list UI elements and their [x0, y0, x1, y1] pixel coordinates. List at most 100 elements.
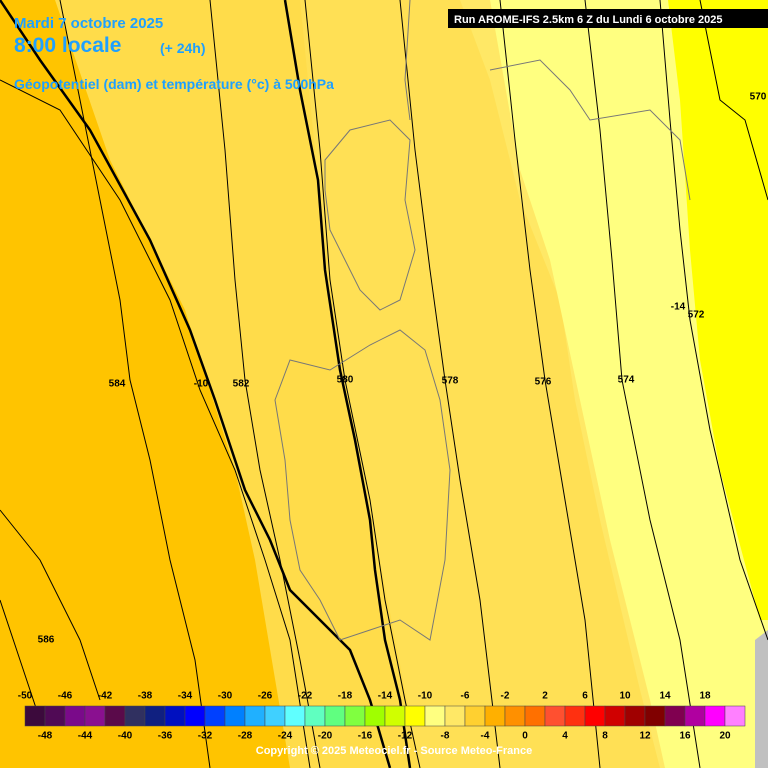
legend-label: -22 [298, 691, 313, 702]
legend-swatch [184, 705, 206, 727]
isoline [0, 79, 311, 769]
isotherm-bold [283, 0, 412, 769]
legend-label: -36 [158, 731, 173, 742]
isoline [304, 0, 421, 769]
legend-swatch [84, 705, 106, 727]
legend-label: -16 [358, 731, 373, 742]
legend-label: 0 [522, 731, 528, 742]
isoline [59, 0, 211, 769]
legend-label: -50 [18, 691, 33, 702]
legend-label: -18 [338, 691, 353, 702]
legend-swatch [464, 705, 486, 727]
legend-label: -32 [198, 731, 213, 742]
legend-label: -10 [418, 691, 433, 702]
legend-label: -30 [218, 691, 233, 702]
isoline [699, 0, 768, 201]
legend-swatch [724, 705, 746, 727]
legend-swatch [244, 705, 266, 727]
legend-label: 2 [542, 691, 548, 702]
isoline [0, 509, 101, 701]
legend-swatch [684, 705, 706, 727]
legend-swatch [44, 705, 66, 727]
legend-swatch [544, 705, 566, 727]
isoline [209, 0, 321, 769]
no-data [755, 630, 768, 768]
contour-label: 580 [337, 375, 354, 386]
legend-label: -12 [398, 731, 413, 742]
contour-label: 586 [38, 635, 55, 646]
contour-label: 570 [750, 92, 767, 103]
legend-swatch [64, 705, 86, 727]
legend-swatch [404, 705, 426, 727]
time: 8:00 locale [14, 34, 121, 57]
legend-swatch [384, 705, 406, 727]
legend-label: -8 [441, 731, 450, 742]
coastline [274, 329, 451, 641]
legend-label: -24 [278, 731, 293, 742]
contour-label: 572 [688, 310, 705, 321]
legend-swatch [124, 705, 146, 727]
legend-swatch [304, 705, 326, 727]
legend-swatch [444, 705, 466, 727]
legend-swatch [664, 705, 686, 727]
legend-swatch [504, 705, 526, 727]
legend-label: -44 [78, 731, 93, 742]
legend-label: -40 [118, 731, 133, 742]
date: Mardi 7 octobre 2025 [14, 15, 163, 32]
legend-swatch [344, 705, 366, 727]
contour-label: 574 [618, 375, 635, 386]
legend-label: -2 [501, 691, 510, 702]
legend-swatch [364, 705, 386, 727]
legend-swatch [524, 705, 546, 727]
legend-swatch [164, 705, 186, 727]
isotherm-bold [0, 0, 392, 769]
legend-label: -28 [238, 731, 253, 742]
legend-swatch [424, 705, 446, 727]
legend-swatch [264, 705, 286, 727]
legend-label: -14 [378, 691, 393, 702]
coastline [324, 119, 416, 311]
legend-label: -6 [461, 691, 470, 702]
legend-label: -46 [58, 691, 73, 702]
legend-swatch [704, 705, 726, 727]
field-title: Géopotentiel (dam) et température (°c) à… [14, 76, 334, 92]
legend-swatch [624, 705, 646, 727]
copyright: Copyright © 2025 Meteociel.fr - Source M… [256, 745, 532, 757]
isoline [0, 599, 41, 721]
run-banner [448, 9, 768, 28]
legend-label: 6 [582, 691, 588, 702]
contour-label: 576 [535, 377, 552, 388]
legend-label: 10 [619, 691, 631, 702]
coastline [404, 0, 691, 201]
legend-swatch [284, 705, 306, 727]
legend-swatch [324, 705, 346, 727]
legend: -50 -46 -42 -38 -34 -30 -26 -22 -18 -14 -10 -6 -2 2 6 1… [18, 691, 746, 742]
legend-label: -48 [38, 731, 53, 742]
isoline [659, 0, 768, 641]
legend-swatch [484, 705, 506, 727]
legend-label: 8 [602, 731, 608, 742]
legend-label: -26 [258, 691, 273, 702]
legend-label: 20 [719, 731, 731, 742]
run-info: Run AROME-IFS 2.5km 6 Z du Lundi 6 octob… [454, 14, 723, 26]
legend-swatch [24, 705, 46, 727]
lead-time: (+ 24h) [160, 40, 206, 56]
legend-label: 4 [562, 731, 568, 742]
isoline [584, 0, 701, 769]
legend-swatch [644, 705, 666, 727]
legend-swatch [104, 705, 126, 727]
legend-label: -42 [98, 691, 113, 702]
legend-swatch [564, 705, 586, 727]
legend-swatch [144, 705, 166, 727]
legend-label: -4 [481, 731, 490, 742]
legend-label: 18 [699, 691, 711, 702]
legend-label: -38 [138, 691, 153, 702]
legend-label: 14 [659, 691, 671, 702]
legend-swatch [224, 705, 246, 727]
legend-label: -34 [178, 691, 193, 702]
legend-swatch [584, 705, 606, 727]
contour-label: -10 [194, 379, 209, 390]
isoline [399, 0, 501, 769]
legend-swatch [204, 705, 226, 727]
